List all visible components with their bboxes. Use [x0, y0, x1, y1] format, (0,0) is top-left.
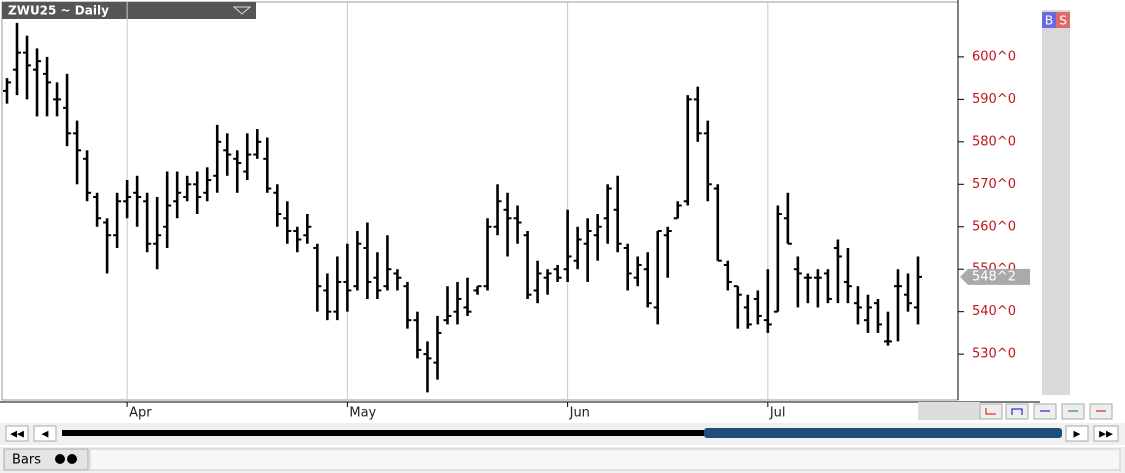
scroll-prev[interactable]	[33, 425, 57, 442]
chart-title: ZWU25 ~ Daily	[8, 4, 109, 18]
x-tick-label: Jun	[569, 406, 590, 421]
sell-button[interactable]	[1056, 12, 1070, 28]
y-tick-label: 600^0	[972, 49, 1016, 64]
mode-icon	[55, 454, 65, 464]
side-strip	[1042, 10, 1070, 395]
scroll-first[interactable]	[5, 425, 29, 442]
buy-button[interactable]	[1042, 12, 1056, 28]
y-tick-label: 560^0	[972, 219, 1016, 234]
last-price-label: 548^2	[972, 269, 1016, 284]
tool-icon	[985, 408, 996, 415]
y-tick-label: 590^0	[972, 92, 1016, 107]
x-tick-label: Apr	[129, 406, 152, 421]
title-bar[interactable]	[2, 2, 256, 19]
scroll-last[interactable]	[1093, 425, 1119, 442]
mode-tab[interactable]	[3, 448, 89, 471]
mode-icon	[67, 454, 77, 464]
scroll-thumb[interactable]	[704, 428, 1062, 438]
scroll-next[interactable]	[1065, 425, 1089, 442]
scroll-track[interactable]	[62, 430, 1062, 436]
tool-buttons	[979, 403, 1113, 420]
x-tick-label: Jul	[769, 406, 786, 421]
dropdown-arrow[interactable]	[232, 6, 252, 15]
y-tick-label: 540^0	[972, 304, 1016, 319]
scroll-first-icon: ◀◀	[10, 430, 24, 440]
status-bar	[89, 448, 1121, 471]
last-price-pointer	[960, 268, 1030, 285]
scroll-next-icon: ▶	[1074, 430, 1081, 440]
tool-button[interactable]	[979, 403, 1003, 420]
mode-label: Bars	[12, 453, 41, 468]
buy-label[interactable]: B	[1045, 14, 1053, 28]
axis-blank	[918, 402, 980, 420]
scroll-prev-icon: ◀	[42, 430, 49, 440]
y-tick-label: 580^0	[972, 134, 1016, 149]
x-tick-label: May	[349, 406, 376, 421]
y-tick-label: 530^0	[972, 347, 1016, 362]
tool-icon	[1011, 408, 1023, 415]
scroll-last-icon: ▶▶	[1099, 430, 1113, 440]
y-tick-label: 570^0	[972, 177, 1016, 192]
tool-button[interactable]	[1005, 403, 1029, 420]
sell-label[interactable]: S	[1059, 14, 1067, 28]
